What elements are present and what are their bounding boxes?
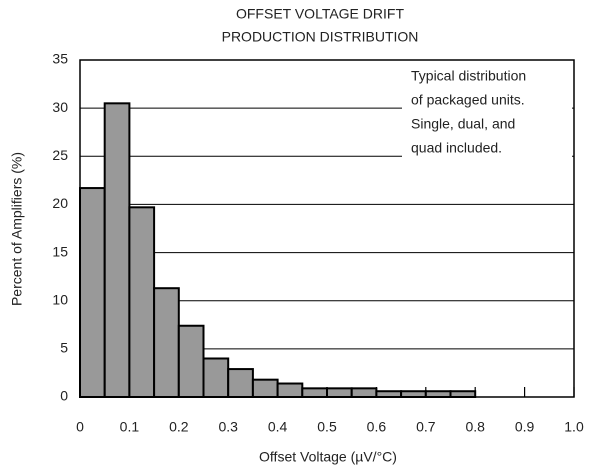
y-tick-label: 10 <box>52 291 68 307</box>
x-tick-label: 0.4 <box>268 419 288 435</box>
x-tick-label: 0.1 <box>120 419 140 435</box>
chart-title: PRODUCTION DISTRIBUTION <box>222 29 419 45</box>
annotation: quad included. <box>411 140 502 156</box>
x-tick-label: 0.9 <box>515 419 535 435</box>
x-tick-label: 0.2 <box>169 419 189 435</box>
bar <box>202 357 230 399</box>
y-tick-label: 0 <box>60 388 68 404</box>
x-tick-label: 0.7 <box>416 419 436 435</box>
y-tick-label: 15 <box>52 243 68 259</box>
bar <box>375 390 403 399</box>
x-axis-label: Offset Voltage (µV/°C) <box>259 449 397 465</box>
bar <box>103 102 131 398</box>
x-tick-label: 0.8 <box>465 419 485 435</box>
y-tick-label: 35 <box>52 51 68 67</box>
bar <box>424 390 452 399</box>
bar <box>251 378 279 399</box>
annotation: Single, dual, and <box>411 116 515 132</box>
x-tick-label: 0.5 <box>317 419 337 435</box>
bar <box>350 387 378 399</box>
y-tick-label: 5 <box>60 340 68 356</box>
bar <box>128 206 156 398</box>
plot-frame <box>79 59 575 398</box>
chart-title: OFFSET VOLTAGE DRIFT <box>236 6 404 22</box>
bar <box>79 187 106 398</box>
annotation: of packaged units. <box>411 92 525 108</box>
bar <box>400 390 427 399</box>
bar <box>326 387 353 399</box>
bar <box>276 382 304 398</box>
annotation-box <box>402 64 572 162</box>
bar <box>301 387 328 399</box>
bar <box>227 368 254 399</box>
bar <box>449 390 477 399</box>
annotation: Typical distribution <box>411 68 526 84</box>
x-tick-label: 0.6 <box>367 419 387 435</box>
y-tick-label: 20 <box>52 195 68 211</box>
x-tick-label: 0.3 <box>218 419 238 435</box>
x-tick-label: 0 <box>76 419 84 435</box>
y-tick-label: 25 <box>52 147 68 163</box>
x-tick-label: 1.0 <box>564 419 584 435</box>
y-axis-label: Percent of Amplifiers (%) <box>9 152 25 306</box>
bar <box>153 287 180 398</box>
bar <box>177 324 205 398</box>
y-tick-label: 30 <box>52 99 68 115</box>
